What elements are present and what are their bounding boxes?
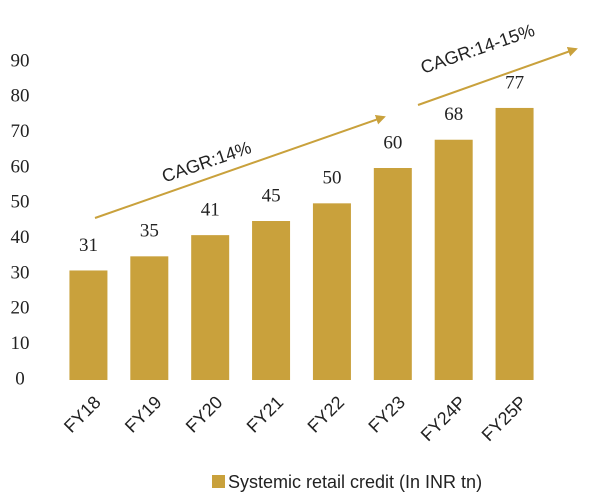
y-tick-label: 90 [11,50,30,71]
value-label: 50 [322,168,341,189]
bar [495,107,534,380]
bar [373,168,412,380]
bar [312,203,351,380]
bar [69,270,108,380]
legend-swatch [212,475,225,488]
value-label: 35 [140,221,159,242]
y-tick-label: 10 [11,333,30,354]
y-tick-label: 60 [11,156,30,177]
x-tick-label: FY18 [60,392,105,437]
x-tick-label: FY25P [478,392,531,445]
value-label: 77 [505,72,524,93]
y-tick-label: 50 [11,192,30,213]
value-label: 45 [262,185,281,206]
x-tick-label: FY21 [243,392,288,437]
legend-label: Systemic retail credit (In INR tn) [228,472,482,492]
value-label: 41 [201,199,220,220]
value-label: 31 [79,235,98,256]
value-label: 60 [383,132,402,153]
y-tick-label: 40 [11,227,30,248]
bar [191,235,230,380]
y-tick-label: 70 [11,121,30,142]
x-tick-label: FY19 [121,392,166,437]
x-tick-label: FY23 [364,392,409,437]
x-tick-label: FY20 [182,392,227,437]
cagr-arrow [94,114,386,219]
x-tick-label: FY22 [304,392,349,437]
bar [130,256,169,380]
y-tick-label: 30 [11,262,30,283]
y-tick-label: 20 [11,298,30,319]
x-tick-label: FY24P [417,392,470,445]
value-label: 68 [444,104,463,125]
cagr-arrow [417,46,578,106]
bar [434,139,473,380]
bar [252,221,291,380]
y-tick-label: 80 [11,86,30,107]
y-tick-label: 0 [15,368,25,389]
